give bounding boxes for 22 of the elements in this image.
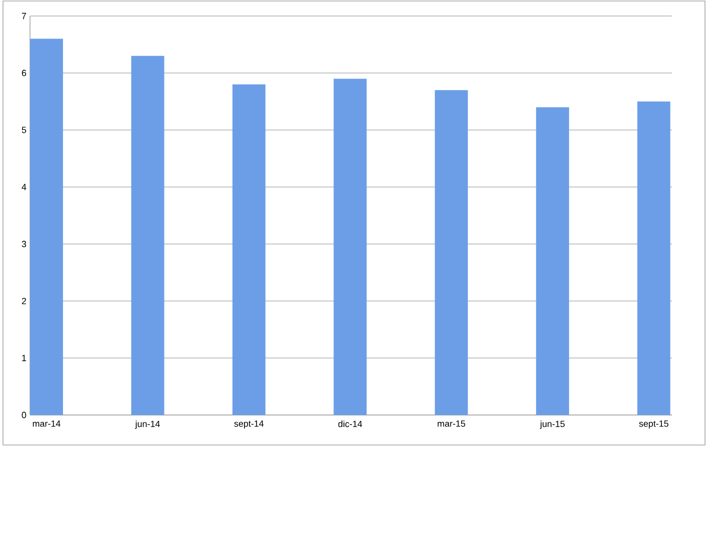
x-tick-label: jun-15 [540, 420, 565, 429]
y-tick-label: 0 [22, 412, 26, 418]
x-tick-label: dic-14 [338, 420, 362, 428]
bar [536, 107, 570, 415]
bar [637, 101, 670, 415]
bar [232, 84, 266, 415]
y-tick-label: 6 [22, 70, 26, 76]
x-tick-label: mar-14 [32, 420, 60, 427]
y-tick-label: 1 [22, 354, 26, 362]
y-tick-label: 5 [22, 126, 26, 134]
x-tick-label: mar-15 [438, 420, 466, 427]
x-tick-label: jun-14 [135, 420, 160, 429]
x-tick-label: sept-15 [639, 420, 668, 429]
x-tick-label: sept-14 [234, 420, 264, 429]
bar [131, 56, 164, 415]
y-tick-label: 3 [22, 240, 26, 248]
bar [30, 38, 64, 415]
y-tick-label: 4 [22, 184, 26, 190]
bar [434, 90, 468, 415]
y-tick-label: 7 [22, 12, 26, 20]
bar [334, 78, 367, 415]
y-tick-label: 2 [22, 298, 26, 304]
